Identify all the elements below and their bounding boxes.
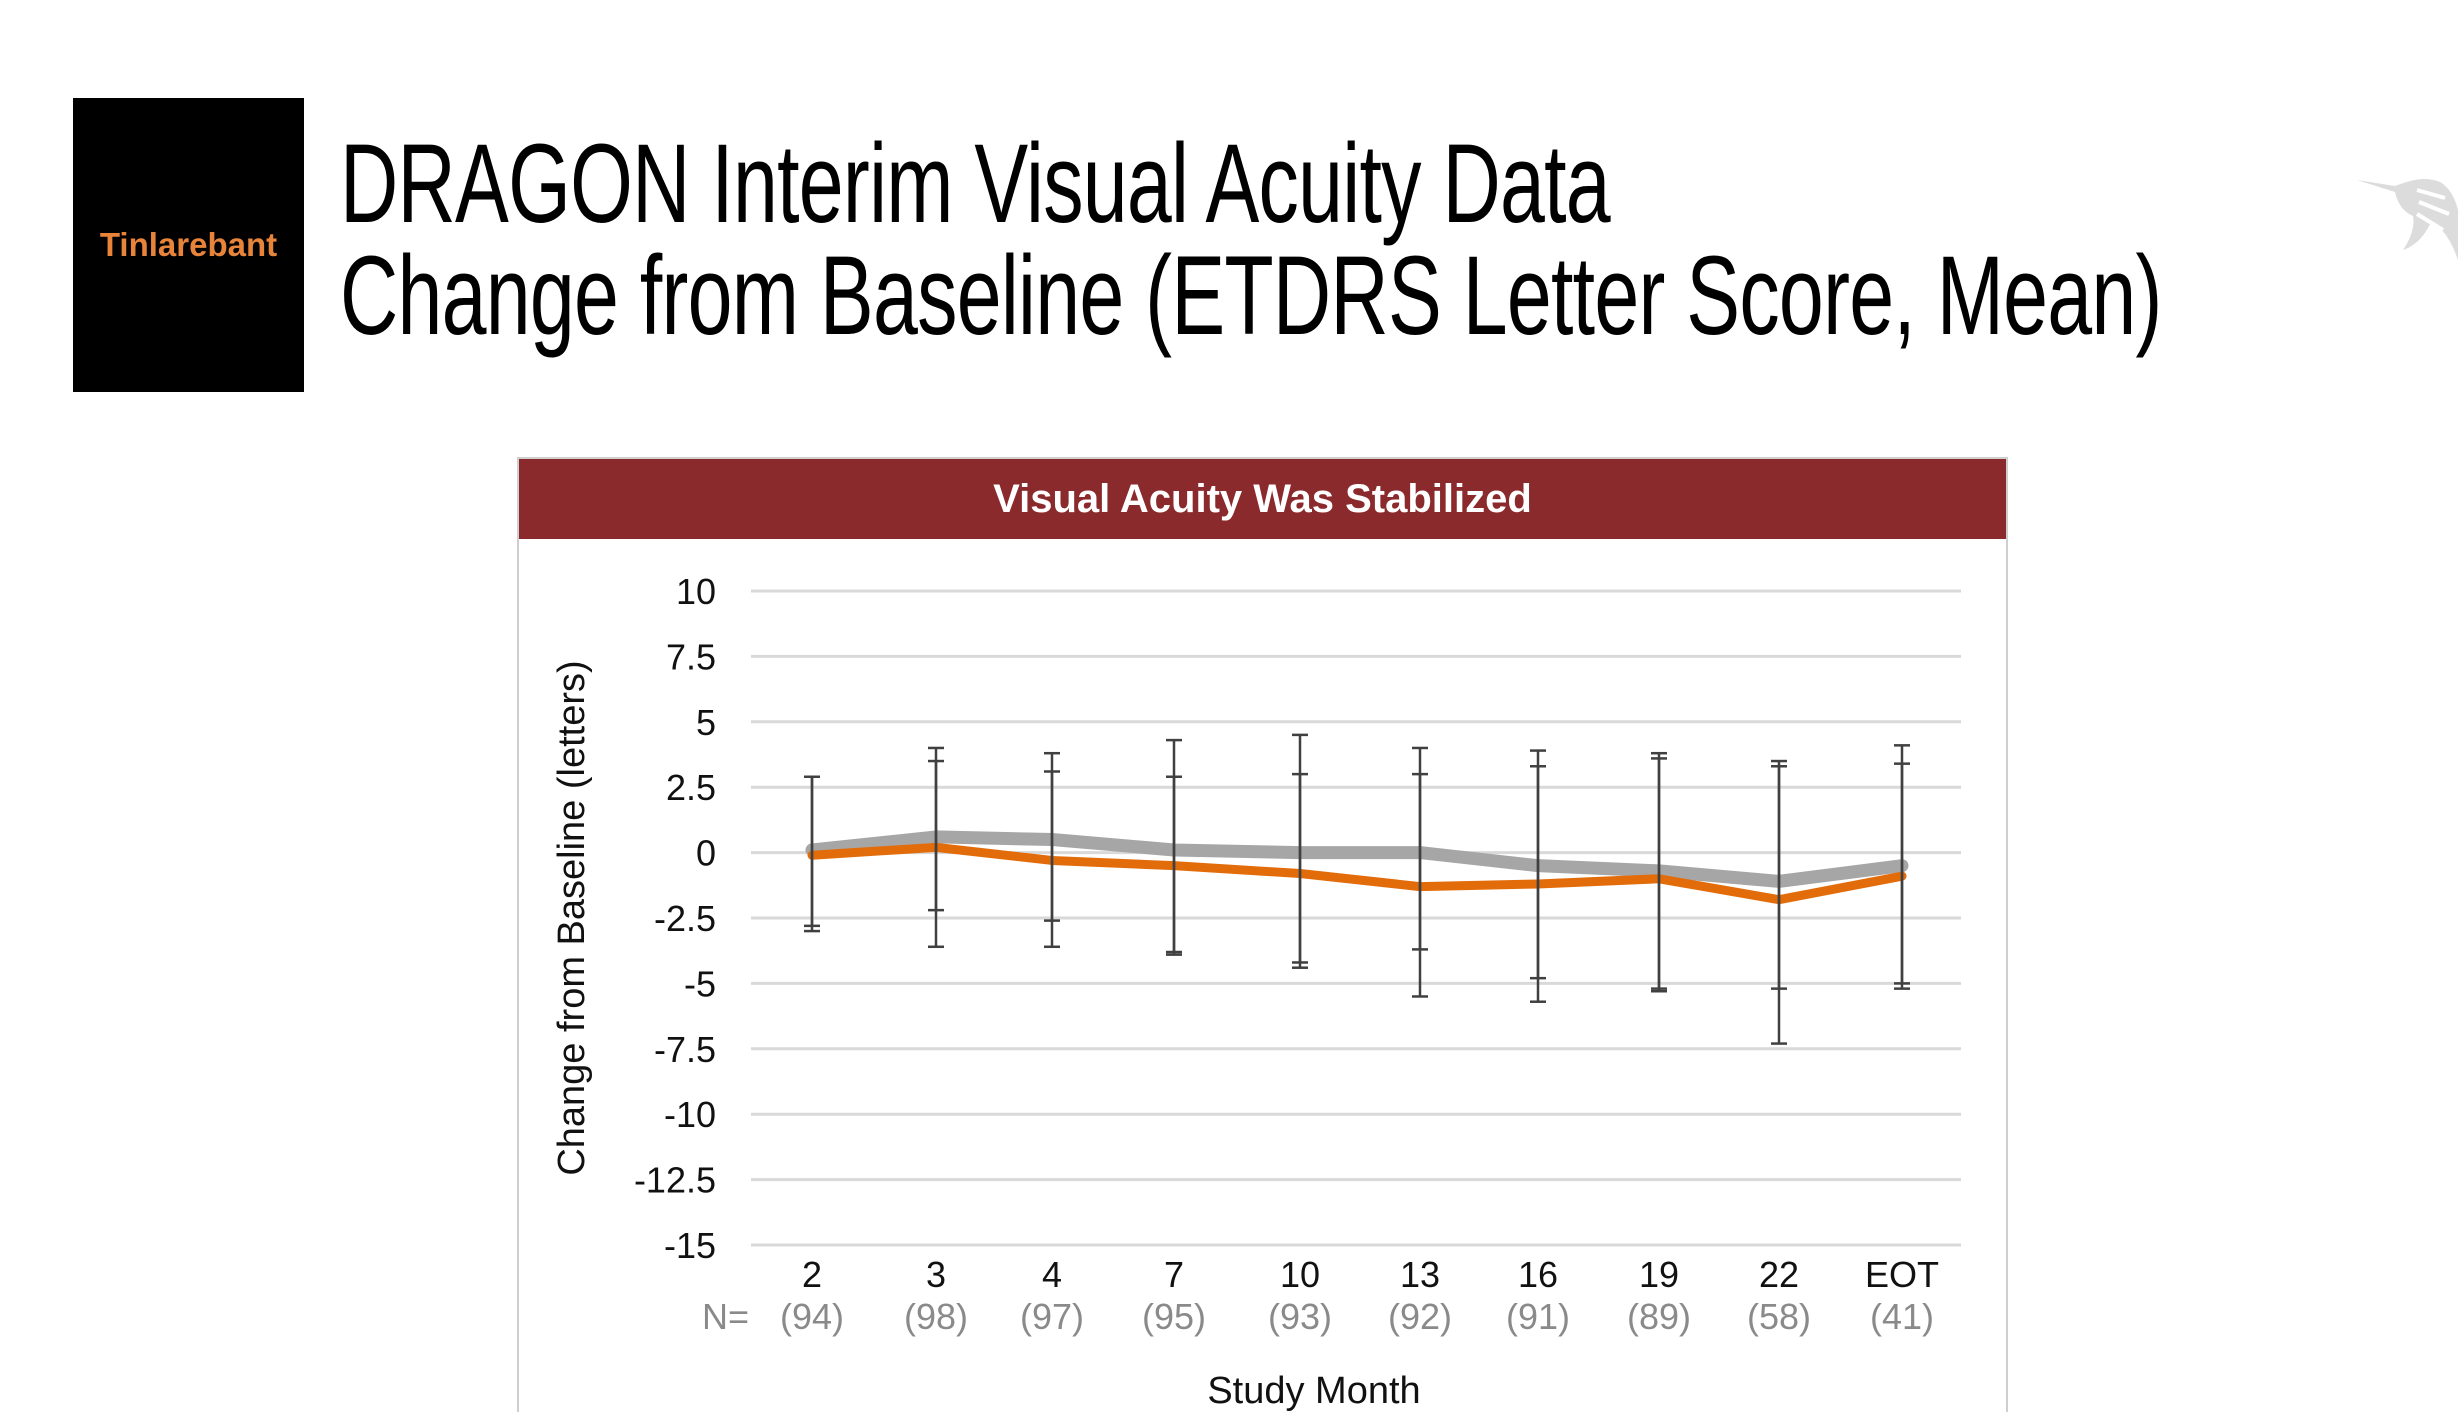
chart-title: Visual Acuity Was Stabilized <box>993 476 1532 521</box>
n-count-label: (93) <box>1268 1296 1332 1337</box>
x-tick-label: 2 <box>802 1254 822 1295</box>
x-tick-label: 4 <box>1042 1254 1062 1295</box>
x-tick-label: 10 <box>1280 1254 1320 1295</box>
n-prefix-label: N= <box>702 1296 749 1337</box>
y-tick-label: -2.5 <box>654 898 716 939</box>
n-count-label: (94) <box>780 1296 844 1337</box>
n-count-label: (92) <box>1388 1296 1452 1337</box>
y-tick-label: -7.5 <box>654 1029 716 1070</box>
y-tick-label: -12.5 <box>634 1160 716 1201</box>
n-count-label: (91) <box>1506 1296 1570 1337</box>
x-tick-label: EOT <box>1865 1254 1939 1295</box>
y-tick-label: 10 <box>676 571 716 612</box>
slide-title: DRAGON Interim Visual Acuity Data Change… <box>340 128 2162 352</box>
y-tick-label: 0 <box>696 833 716 874</box>
y-tick-label: 2.5 <box>666 767 716 808</box>
hummingbird-icon <box>2357 179 2458 260</box>
x-tick-label: 7 <box>1164 1254 1184 1295</box>
x-tick-label: 19 <box>1639 1254 1679 1295</box>
slide-title-line2: Change from Baseline (ETDRS Letter Score… <box>340 233 2162 358</box>
n-count-label: (95) <box>1142 1296 1206 1337</box>
chart-header: Visual Acuity Was Stabilized <box>519 459 2006 539</box>
brand-label: Tinlarebant <box>99 226 278 263</box>
x-axis-title: Study Month <box>1207 1370 1420 1412</box>
x-tick-label: 16 <box>1518 1254 1558 1295</box>
brand-logo-box: Tinlarebant <box>73 98 304 392</box>
series-line <box>807 842 1907 905</box>
y-tick-label: -5 <box>684 963 716 1004</box>
slide-title-line1: DRAGON Interim Visual Acuity Data <box>340 121 1611 246</box>
n-count-label: (98) <box>904 1296 968 1337</box>
n-count-label: (41) <box>1870 1296 1934 1337</box>
series-line <box>805 830 1909 888</box>
x-tick-label: 13 <box>1400 1254 1440 1295</box>
y-tick-label: 5 <box>696 702 716 743</box>
y-tick-label: 7.5 <box>666 636 716 677</box>
n-count-label: (89) <box>1627 1296 1691 1337</box>
n-count-label: (58) <box>1747 1296 1811 1337</box>
x-tick-label: 22 <box>1759 1254 1799 1295</box>
x-tick-label: 3 <box>926 1254 946 1295</box>
line-chart: 10 7.5 5 2.5 0 -2.5 -5 -7.5 -10 -12.5 -15 2 3 4 7 10 13 1… <box>551 571 1961 1412</box>
chart-panel: Visual Acuity Was Stabilized 10 7.5 5 2.5 0 -… <box>517 457 2008 1412</box>
y-tick-label: -15 <box>664 1225 716 1266</box>
n-count-label: (97) <box>1020 1296 1084 1337</box>
y-tick-label: -10 <box>664 1094 716 1135</box>
y-axis-title: Change from Baseline (letters) <box>551 660 593 1175</box>
